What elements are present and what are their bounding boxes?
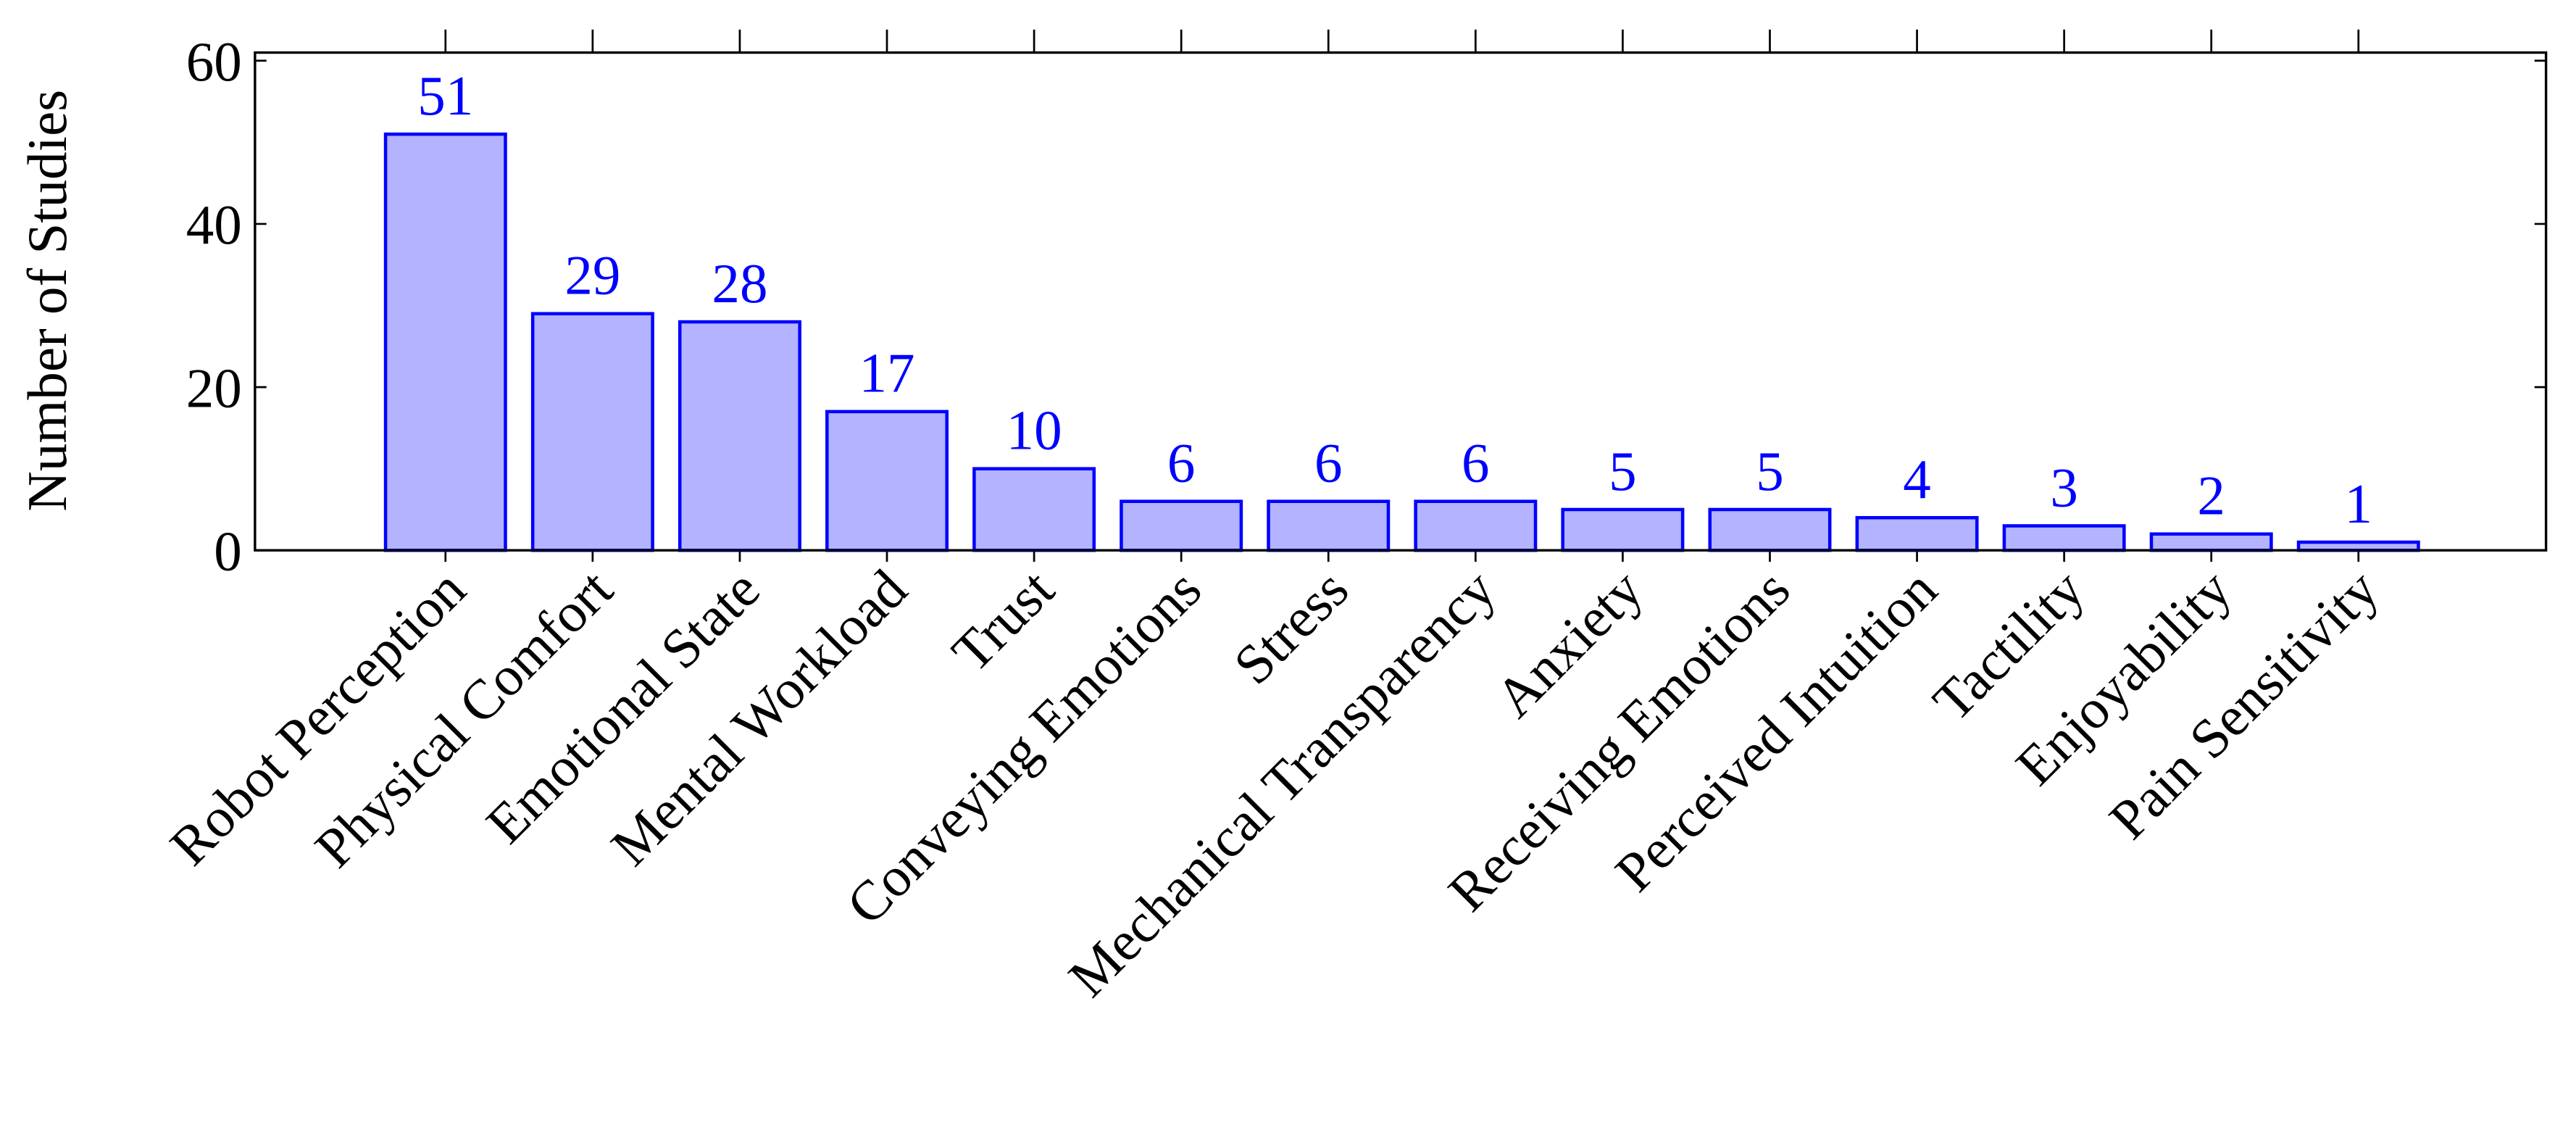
y-tick-label: 60 bbox=[186, 30, 242, 93]
value-label: 1 bbox=[2345, 473, 2373, 535]
value-label: 5 bbox=[1609, 440, 1637, 502]
bar bbox=[1561, 507, 1685, 552]
value-label: 4 bbox=[1903, 448, 1931, 510]
bar bbox=[678, 320, 801, 552]
bar bbox=[2149, 532, 2273, 552]
value-label: 2 bbox=[2197, 465, 2225, 527]
plot-frame bbox=[254, 51, 2548, 552]
value-label: 28 bbox=[712, 252, 767, 315]
x-tick-label: Stress bbox=[1222, 557, 1360, 696]
y-tick-label: 0 bbox=[214, 520, 242, 582]
bar bbox=[825, 410, 949, 552]
value-label: 6 bbox=[1167, 432, 1196, 494]
x-tick-label: Pain Sensitivity bbox=[2097, 557, 2390, 851]
value-label: 5 bbox=[1756, 440, 1784, 502]
bar bbox=[530, 312, 654, 552]
x-tick-label: Trust bbox=[940, 557, 1066, 683]
value-label: 6 bbox=[1314, 432, 1343, 494]
bar bbox=[1414, 499, 1538, 552]
bar bbox=[1120, 499, 1243, 552]
value-label: 17 bbox=[859, 342, 915, 404]
value-label: 10 bbox=[1006, 399, 1062, 461]
bar bbox=[1855, 515, 1979, 552]
value-label: 3 bbox=[2050, 456, 2078, 518]
value-label: 29 bbox=[564, 244, 620, 307]
y-axis-label: Number of Studies bbox=[16, 90, 78, 512]
y-tick-label: 40 bbox=[186, 194, 242, 256]
y-tick-label: 20 bbox=[186, 357, 242, 419]
bar bbox=[1708, 507, 1832, 552]
value-label: 51 bbox=[417, 65, 473, 127]
bar bbox=[2002, 524, 2126, 552]
bar bbox=[972, 467, 1096, 552]
bar bbox=[383, 132, 507, 552]
bar bbox=[1267, 499, 1391, 552]
value-label: 6 bbox=[1462, 432, 1490, 494]
